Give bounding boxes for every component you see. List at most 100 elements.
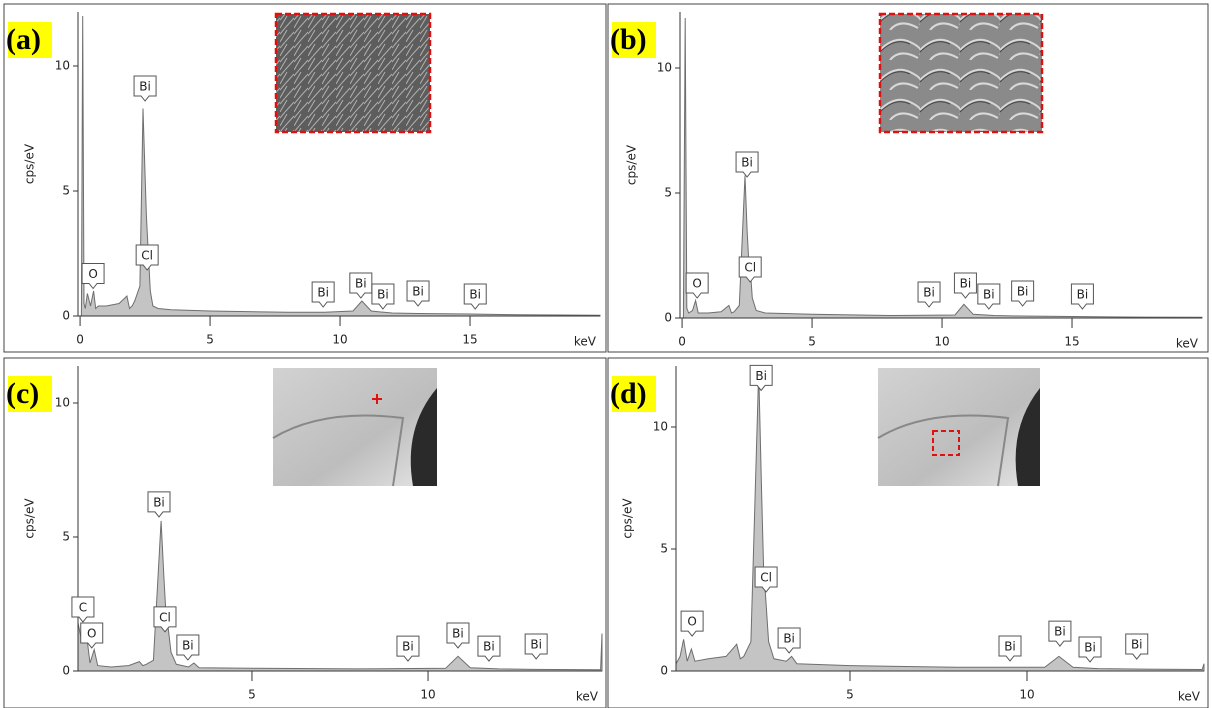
x-tick-label: 15 — [1064, 335, 1079, 349]
panel-label-bg — [612, 376, 656, 412]
spot-marker — [372, 394, 382, 404]
peak-label-box — [777, 627, 801, 654]
x-axis-label: keV — [1176, 337, 1199, 351]
panel-label-bg — [612, 22, 656, 58]
panel-frame — [607, 3, 1209, 353]
x-tick-label: 15 — [462, 333, 477, 347]
y-tick-label: 5 — [62, 529, 70, 543]
panel: 0 5 10 5 10 cps/eV keV CO Bi Cl Bi Bi Bi Bi Bi (c) — [3, 357, 607, 708]
peak-label-box — [311, 281, 335, 308]
spectrum — [77, 520, 603, 672]
inset-border — [274, 12, 432, 134]
peak-label: Bi — [741, 156, 753, 170]
x-tick-label: 0 — [678, 335, 686, 349]
x-axis-label: keV — [1178, 690, 1201, 704]
peak-label-box — [477, 635, 501, 662]
panel-label: (a) — [6, 23, 41, 56]
peak-label: Bi — [452, 626, 464, 640]
peak-label-box — [524, 633, 548, 660]
peak-label: Cl — [760, 570, 772, 584]
peak-label-box — [917, 281, 941, 308]
y-tick-label: 0 — [660, 664, 668, 678]
x-axis-label: keV — [574, 335, 597, 349]
peak-label: Bi — [1054, 625, 1066, 639]
y-tick-label: 0 — [62, 309, 70, 323]
peak-label: Bi — [412, 285, 424, 299]
y-tick-label: 5 — [62, 184, 70, 198]
peak-label-box — [1048, 620, 1072, 647]
peak-label: Bi — [923, 286, 935, 300]
peak-label: Cl — [159, 610, 171, 624]
peak-label: Bi — [317, 286, 329, 300]
peak-label: Bi — [377, 288, 389, 302]
panel-label-bg — [8, 22, 52, 58]
y-tick-label: 5 — [660, 542, 668, 556]
panels: 0 5 10 0 5 10 15 cps/eV keV O Bi Cl Bi Bi Bi Bi Bi (a) 0 5 1… — [3, 3, 1209, 708]
peak-label-box — [685, 272, 709, 299]
peak-label: O — [87, 626, 96, 640]
panel-frame — [3, 3, 607, 353]
area-marker — [932, 430, 960, 456]
panel: 0 5 10 0 5 10 15 cps/eV keV O Bi Cl Bi Bi Bi Bi Bi (a) — [3, 3, 607, 353]
peak-label-box — [80, 622, 104, 649]
peak-label-box — [446, 622, 470, 649]
spectrum — [675, 370, 1205, 672]
peak-label-box — [738, 256, 762, 283]
peak-label-box — [349, 272, 373, 299]
peak-label-box — [754, 566, 778, 593]
peak-label-box — [153, 606, 177, 633]
peak-label-box — [680, 610, 704, 637]
peak-label: Bi — [1004, 639, 1016, 653]
peak-label: Bi — [755, 369, 767, 383]
inset-border — [878, 12, 1044, 134]
x-tick-label: 5 — [808, 335, 816, 349]
x-tick-label: 10 — [332, 333, 347, 347]
peak-label-box — [71, 596, 95, 623]
y-tick-label: 10 — [657, 61, 672, 75]
peak-label-box — [396, 635, 420, 662]
peak-label-box — [135, 244, 159, 271]
y-axis-label: cps/eV — [23, 143, 37, 184]
peak-label-box — [147, 491, 171, 518]
peak-label-box — [1125, 633, 1149, 660]
panel-frame — [3, 357, 607, 708]
panel: 0 5 10 0 5 10 15 cps/eV keV O Bi Cl Bi Bi Bi Bi Bi (b) — [607, 3, 1209, 353]
peak-label-box — [735, 151, 759, 178]
peak-label: Cl — [141, 249, 153, 263]
y-tick-label: 10 — [55, 395, 70, 409]
peak-label: Cl — [744, 261, 756, 275]
x-tick-label: 10 — [420, 688, 435, 702]
sem-inset — [276, 14, 430, 132]
peak-label: O — [88, 267, 97, 281]
y-tick-label: 10 — [653, 420, 668, 434]
peak-label-box — [406, 280, 430, 307]
x-tick-label: 0 — [76, 333, 84, 347]
peak-label-box — [998, 635, 1022, 662]
panel-label-bg — [8, 376, 52, 412]
peak-label-box — [1078, 636, 1102, 663]
sem-inset — [878, 368, 1040, 486]
peak-label-box — [176, 634, 200, 661]
peak-label-box — [953, 272, 977, 299]
spectrum — [80, 15, 601, 317]
peak-label: O — [687, 615, 696, 629]
peak-label-box — [977, 283, 1001, 310]
x-tick-label: 5 — [846, 688, 854, 702]
sem-inset — [273, 368, 437, 486]
peak-label-box — [749, 364, 773, 392]
peak-label: C — [79, 600, 87, 614]
peak-label-box — [1011, 280, 1035, 307]
peak-label: Bi — [983, 288, 995, 302]
peak-label: Bi — [139, 80, 151, 94]
peak-label-box — [463, 283, 487, 310]
peak-label-box — [371, 283, 395, 310]
peak-label: Bi — [1017, 285, 1029, 299]
y-axis-label: cps/eV — [23, 498, 37, 539]
x-tick-label: 10 — [1019, 688, 1034, 702]
peak-label: Bi — [182, 639, 194, 653]
shadow — [410, 388, 437, 486]
peak-label-box — [81, 263, 105, 290]
peak-label: Bi — [153, 495, 165, 509]
peak-label: O — [692, 277, 701, 291]
